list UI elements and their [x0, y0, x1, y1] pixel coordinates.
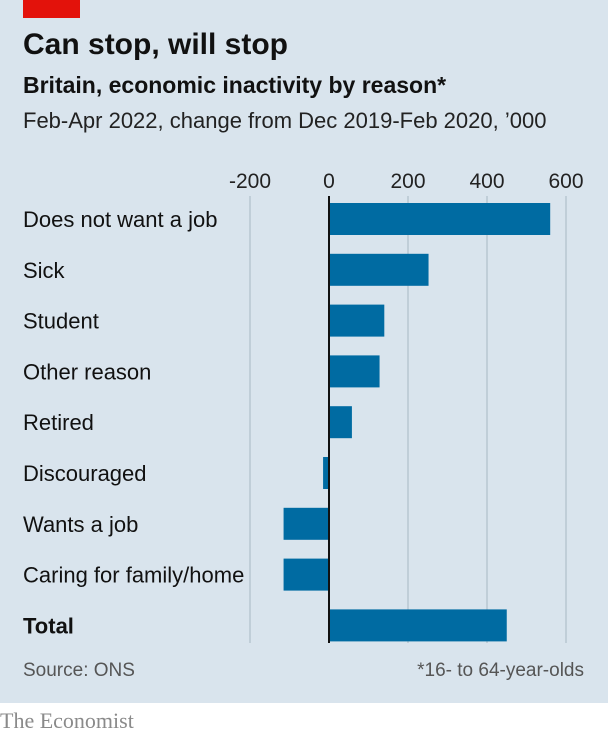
category-label: Student [23, 309, 99, 334]
category-label: Caring for family/home [23, 563, 244, 588]
category-label: Discouraged [23, 461, 147, 486]
x-tick-label: 0 [323, 170, 335, 193]
bar [329, 253, 429, 286]
x-tick-label: 400 [469, 170, 504, 193]
bar [329, 406, 352, 439]
chart-caption: Feb-Apr 2022, change from Dec 2019-Feb 2… [23, 108, 547, 133]
bar-chart: -200 0 200 400 600 Does not want a job Sick Stu… [23, 170, 584, 643]
category-label: Does not want a job [23, 207, 217, 232]
category-label: Other reason [23, 359, 151, 384]
bar [329, 609, 507, 642]
category-label: Retired [23, 410, 94, 435]
brand-tag [23, 0, 80, 18]
bar [283, 558, 329, 591]
bar [329, 304, 385, 337]
brand-name: The Economist [0, 708, 134, 733]
x-tick-label: 200 [390, 170, 425, 193]
bar [329, 355, 380, 388]
bar [329, 203, 551, 235]
x-tick-label: 600 [548, 170, 583, 193]
chart-title: Can stop, will stop [23, 28, 289, 61]
source-note: Source: ONS [23, 660, 135, 681]
chart-subtitle: Britain, economic inactivity by reason* [23, 72, 447, 98]
x-tick-label: -200 [229, 170, 271, 193]
footnote: *16- to 64-year-olds [417, 660, 584, 681]
category-label: Total [23, 613, 74, 638]
bar [283, 507, 329, 540]
category-label: Sick [23, 258, 66, 283]
bar [323, 457, 329, 489]
category-label: Wants a job [23, 512, 138, 537]
